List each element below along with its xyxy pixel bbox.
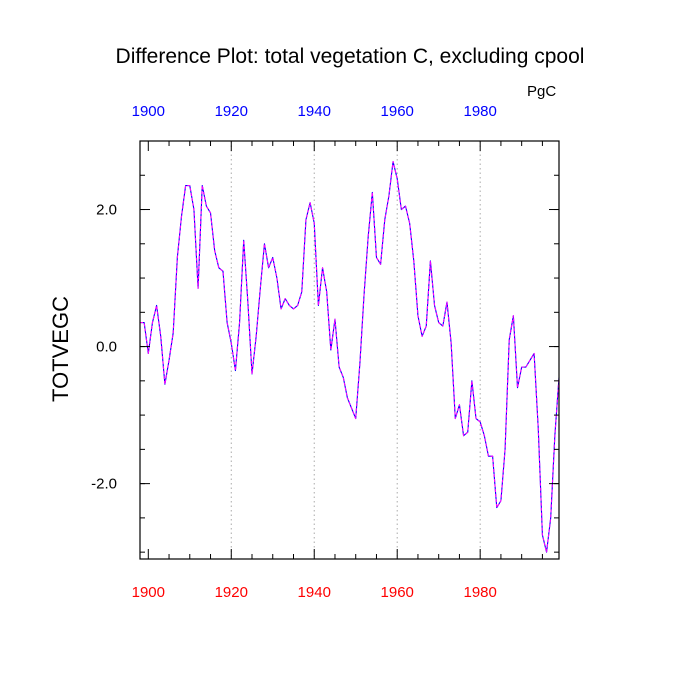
x-tick-label-top: 1940 (298, 103, 331, 120)
series-line-series-2 (140, 161, 560, 553)
x-tick-label-bottom: 1960 (381, 584, 414, 601)
series-lines (140, 161, 560, 553)
plot-frame (139, 140, 560, 560)
x-tick-label-top: 1900 (132, 103, 165, 120)
units-label: PgC (527, 83, 556, 100)
x-tick-label-bottom: 1940 (298, 584, 331, 601)
x-tick-label-bottom: 1920 (215, 584, 248, 601)
grid-lines (230, 141, 481, 559)
x-tick-label-top: 1920 (215, 103, 248, 120)
series-line-series-1 (140, 161, 560, 553)
y-tick-label: 2.0 (96, 202, 117, 219)
x-tick-label-top: 1980 (463, 103, 496, 120)
chart-title: Difference Plot: total vegetation C, exc… (116, 45, 585, 68)
x-tick-label-bottom: 1980 (463, 584, 496, 601)
y-axis-label: TOTVEGC (48, 296, 73, 402)
y-tick-label: -2.0 (91, 476, 117, 493)
axis-ticks (140, 140, 559, 559)
y-tick-label: 0.0 (96, 339, 117, 356)
axis-tick-labels: 1900 1900 1920 1920 1940 1940 1960 1960 1980 1980… (91, 103, 497, 601)
x-tick-label-bottom: 1900 (132, 584, 165, 601)
x-tick-label-top: 1960 (381, 103, 414, 120)
